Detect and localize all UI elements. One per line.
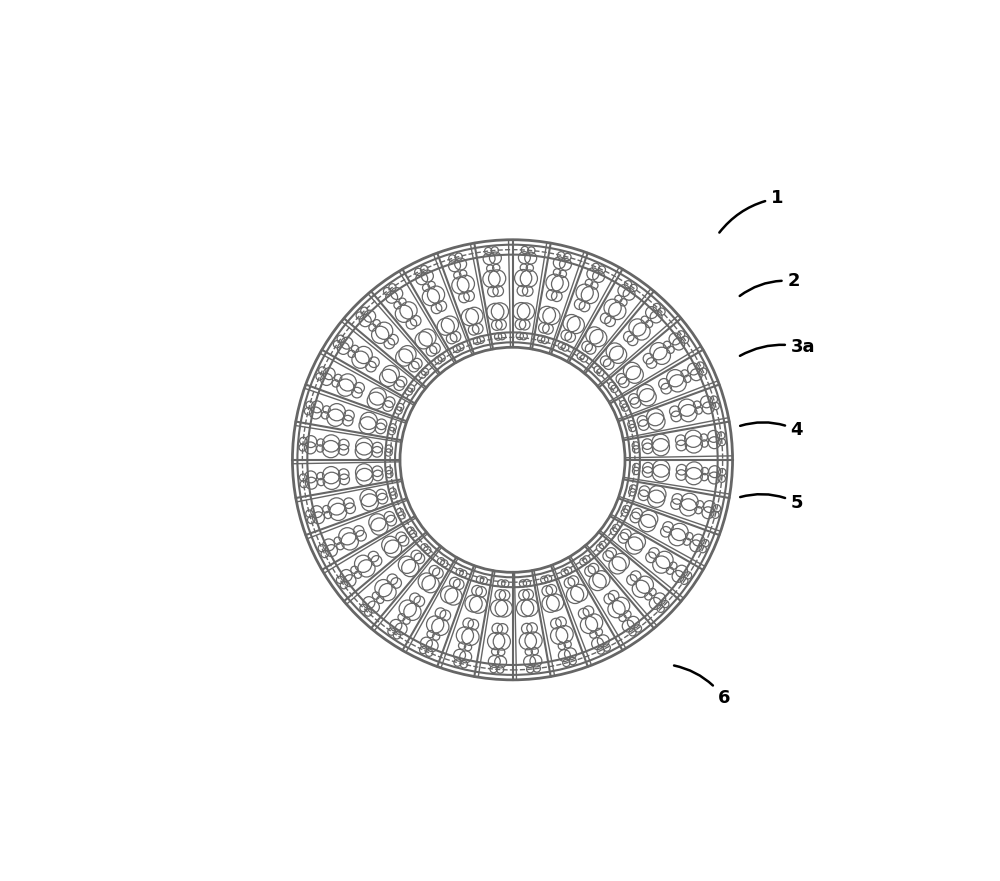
Text: 2: 2 [740, 272, 800, 296]
Text: 3a: 3a [740, 338, 815, 356]
Text: 1: 1 [719, 189, 783, 233]
Text: 6: 6 [674, 665, 730, 707]
Polygon shape [292, 240, 733, 680]
Text: 5: 5 [740, 494, 803, 512]
Text: 4: 4 [740, 421, 803, 439]
